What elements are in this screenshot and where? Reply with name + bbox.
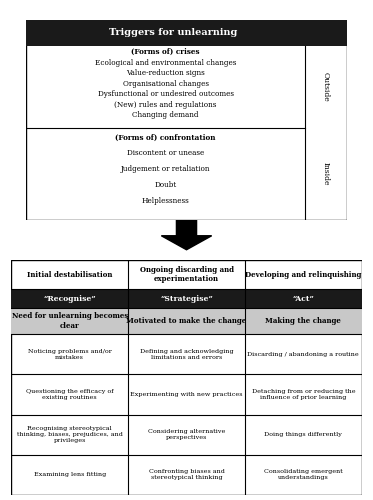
Text: Need for unlearning becomes
clear: Need for unlearning becomes clear (12, 312, 128, 330)
Text: Ongoing discarding and
experimentation: Ongoing discarding and experimentation (140, 266, 233, 283)
Text: Discontent or unease: Discontent or unease (127, 150, 204, 158)
Text: Ecological and environmental changes: Ecological and environmental changes (95, 59, 236, 67)
Text: Value-reduction signs: Value-reduction signs (126, 70, 205, 78)
FancyBboxPatch shape (11, 290, 362, 308)
Text: Experimenting with new practices: Experimenting with new practices (130, 392, 243, 397)
Text: Detaching from or reducing the
influence of prior learning: Detaching from or reducing the influence… (251, 389, 355, 400)
Text: Noticing problems and/or
mistakes: Noticing problems and/or mistakes (28, 348, 112, 360)
Text: Doubt: Doubt (154, 181, 177, 189)
FancyBboxPatch shape (11, 308, 362, 334)
Text: Defining and acknowledging
limitations and errors: Defining and acknowledging limitations a… (140, 348, 233, 360)
Text: (Forms of) crises: (Forms of) crises (131, 48, 200, 56)
Text: Consolidating emergent
understandings: Consolidating emergent understandings (264, 470, 343, 480)
Text: Developing and relinquishing: Developing and relinquishing (245, 270, 361, 278)
Text: Judgement or retaliation: Judgement or retaliation (121, 165, 210, 173)
Text: Helplessness: Helplessness (142, 197, 189, 205)
FancyArrow shape (161, 220, 211, 250)
Text: Triggers for unlearning: Triggers for unlearning (110, 28, 238, 38)
Text: Inside: Inside (322, 162, 330, 186)
Text: Making the change: Making the change (266, 317, 341, 325)
Text: Motivated to make the change: Motivated to make the change (126, 317, 247, 325)
Text: Examining lens fitting: Examining lens fitting (34, 472, 106, 478)
Text: Dysfunctional or undesired outcomes: Dysfunctional or undesired outcomes (98, 90, 233, 98)
Text: Doing things differently: Doing things differently (264, 432, 342, 437)
FancyBboxPatch shape (26, 20, 347, 220)
FancyBboxPatch shape (11, 260, 362, 495)
Text: (Forms of) confrontation: (Forms of) confrontation (115, 134, 216, 141)
Text: Discarding / abandoning a routine: Discarding / abandoning a routine (248, 352, 359, 356)
Text: Recognising stereotypical
thinking, biases, prejudices, and
privileges: Recognising stereotypical thinking, bias… (17, 426, 123, 443)
Text: Considering alternative
perspectives: Considering alternative perspectives (148, 429, 225, 440)
Text: (New) rules and regulations: (New) rules and regulations (115, 101, 217, 109)
Text: Questioning the efficacy of
existing routines: Questioning the efficacy of existing rou… (26, 389, 113, 400)
Text: Organisational changes: Organisational changes (123, 80, 209, 88)
Text: “Strategise”: “Strategise” (160, 295, 213, 303)
Text: Outside: Outside (322, 72, 330, 102)
Text: Changing demand: Changing demand (132, 112, 199, 120)
Text: Confronting biases and
stereotypical thinking: Confronting biases and stereotypical thi… (148, 470, 225, 480)
FancyBboxPatch shape (26, 20, 347, 46)
Text: “Recognise”: “Recognise” (43, 295, 96, 303)
Text: “Act”: “Act” (292, 295, 314, 303)
Text: Initial destabilisation: Initial destabilisation (27, 270, 112, 278)
